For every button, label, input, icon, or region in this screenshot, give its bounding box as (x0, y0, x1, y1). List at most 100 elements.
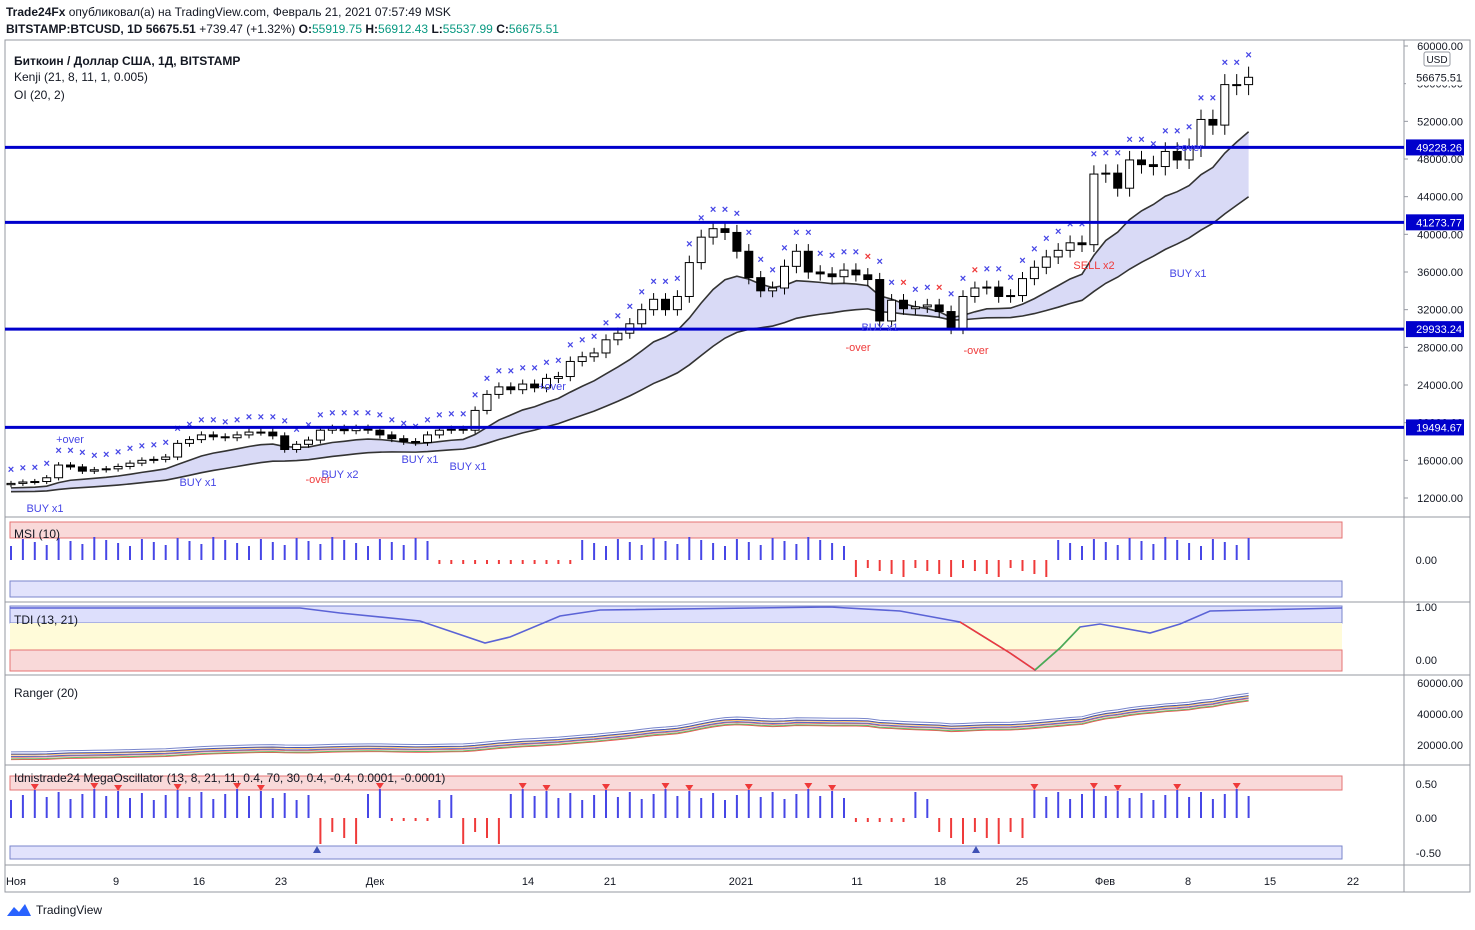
mega-peak-marker (685, 785, 694, 791)
signal-marker: × (1245, 50, 1251, 62)
tdi-line-up (1034, 626, 1081, 671)
signal-marker: × (519, 363, 525, 375)
signal-marker: × (805, 227, 811, 239)
candle-body (423, 434, 432, 443)
time-tick-label: Ноя (6, 876, 26, 888)
signal-marker: × (746, 227, 752, 239)
price-tick-label: 32000.00 (1417, 305, 1463, 317)
signal-marker: × (198, 414, 204, 426)
signal-marker: × (829, 250, 835, 262)
signal-annotation: +over (56, 434, 84, 446)
signal-marker: × (424, 414, 430, 426)
pane-title-mega[interactable]: Idnistrade24 MegaOscillator (13, 8, 21, … (14, 771, 446, 785)
signal-marker: × (341, 408, 347, 420)
candle-body (875, 279, 885, 322)
mega-peak-marker (173, 784, 182, 790)
candle-body (232, 434, 242, 439)
price-tick-label: 12000.00 (1417, 493, 1463, 505)
signal-marker: × (615, 311, 621, 323)
signal-marker: × (579, 335, 585, 347)
signal-marker: × (389, 414, 395, 426)
candle-body (672, 295, 682, 311)
signal-marker: × (496, 365, 502, 377)
time-tick-label: 16 (193, 876, 205, 888)
signal-marker: × (722, 204, 728, 216)
signal-marker: × (1103, 147, 1109, 159)
time-tick-label: 2021 (729, 876, 753, 888)
last-price: 56675.51 (145, 22, 196, 36)
signal-marker: × (1114, 147, 1120, 159)
signal-marker: × (924, 282, 930, 294)
signal-marker: × (1126, 134, 1132, 146)
candle-body (1148, 164, 1158, 168)
candle-body (553, 376, 563, 379)
signal-marker: × (995, 264, 1001, 276)
o-label: O: (298, 22, 312, 36)
signal-marker: × (103, 449, 109, 461)
pane-title-tdi[interactable]: TDI (13, 21) (14, 613, 79, 627)
signal-marker: × (912, 284, 918, 296)
legend-kenji[interactable]: Kenji (21, 8, 11, 1, 0.005) (14, 70, 148, 84)
mega-tick-label: 0.00 (1416, 813, 1437, 825)
candle-body (1172, 150, 1182, 161)
candle-body (863, 274, 873, 281)
candle-body (220, 436, 230, 439)
signal-marker: × (365, 408, 371, 420)
candle-body (839, 269, 849, 278)
candle-body (577, 356, 587, 362)
level-label: 29933.24 (1416, 324, 1462, 336)
signal-marker: × (258, 412, 264, 424)
candle-body (518, 383, 528, 391)
ema-slow-line (10, 196, 1250, 493)
signal-marker: × (246, 412, 252, 424)
candle-body (161, 456, 171, 460)
signal-marker: × (162, 437, 168, 449)
candle-body (791, 250, 801, 267)
signal-marker: × (817, 248, 823, 260)
signal-annotation: -over (963, 345, 988, 357)
mega-peak-marker (661, 783, 670, 789)
candle-body (922, 304, 932, 308)
chart-title[interactable]: Биткоин / Доллар США, 1Д, BITSTAMP (14, 54, 241, 68)
tradingview-logo[interactable]: TradingView (6, 903, 102, 917)
signal-marker: × (1174, 125, 1180, 137)
l-value: 55537.99 (442, 22, 493, 36)
signal-marker: × (317, 410, 323, 422)
pane-title-ranger[interactable]: Ranger (20) (14, 686, 79, 700)
mega-peak-marker (30, 784, 39, 790)
signal-marker: × (67, 445, 73, 457)
signal-marker: × (377, 410, 383, 422)
pane-title-msi[interactable]: MSI (10) (14, 527, 61, 541)
candle-body (54, 464, 64, 479)
time-tick-label: 21 (604, 876, 616, 888)
candle-body (530, 383, 540, 389)
candle-body (1041, 256, 1051, 268)
signal-annotation: BUY x1 (1169, 268, 1206, 280)
mega-peak-marker (744, 784, 753, 790)
candle-body (42, 477, 52, 483)
candle-body (851, 269, 861, 276)
candle-body (315, 429, 325, 441)
candle-body (934, 304, 944, 313)
signal-marker: × (936, 282, 942, 294)
signal-marker: × (972, 265, 978, 277)
signal-marker: × (948, 289, 954, 301)
signal-marker: × (876, 256, 882, 268)
candle-body (506, 386, 516, 391)
signal-annotation: SELL x2 (1073, 260, 1114, 272)
level-label-box (1406, 214, 1464, 231)
signal-marker: × (234, 414, 240, 426)
chart-frame (4, 39, 1471, 893)
candle-body (1160, 150, 1170, 168)
candle-body (589, 352, 599, 358)
candle-body (470, 409, 480, 431)
time-tick-label: 23 (275, 876, 287, 888)
legend-oi[interactable]: OI (20, 2) (14, 88, 65, 102)
signal-marker: × (43, 458, 49, 470)
signal-marker: × (543, 357, 549, 369)
time-tick-label: 25 (1016, 876, 1028, 888)
candle-body (458, 428, 468, 431)
mega-top-zone (9, 775, 1343, 791)
mega-peak-marker (256, 785, 265, 791)
